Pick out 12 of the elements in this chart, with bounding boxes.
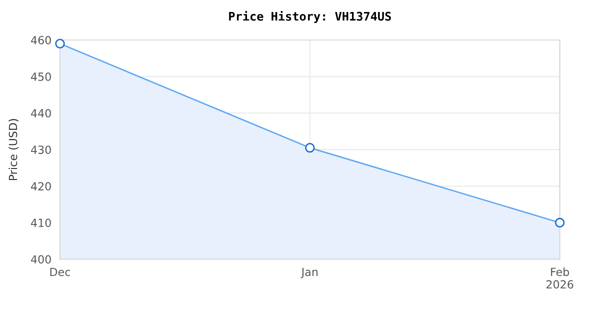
x-tick-label: Dec <box>50 268 70 276</box>
y-tick-label: 450 <box>31 72 51 81</box>
y-tick-label: 410 <box>31 218 51 228</box>
y-tick-label: 440 <box>31 109 51 118</box>
y-tick-label: 400 <box>31 255 51 264</box>
chart-title: Price History: VH1374US <box>229 10 391 23</box>
x-tick-label: Feb 2026 <box>546 268 574 289</box>
y-tick-label: 420 <box>31 182 51 191</box>
x-tick-label: Jan <box>300 268 318 278</box>
y-tick-label: 460 <box>31 36 51 44</box>
y-axis-title: Price (USD) <box>8 119 18 180</box>
y-tick-label: 430 <box>31 146 51 154</box>
